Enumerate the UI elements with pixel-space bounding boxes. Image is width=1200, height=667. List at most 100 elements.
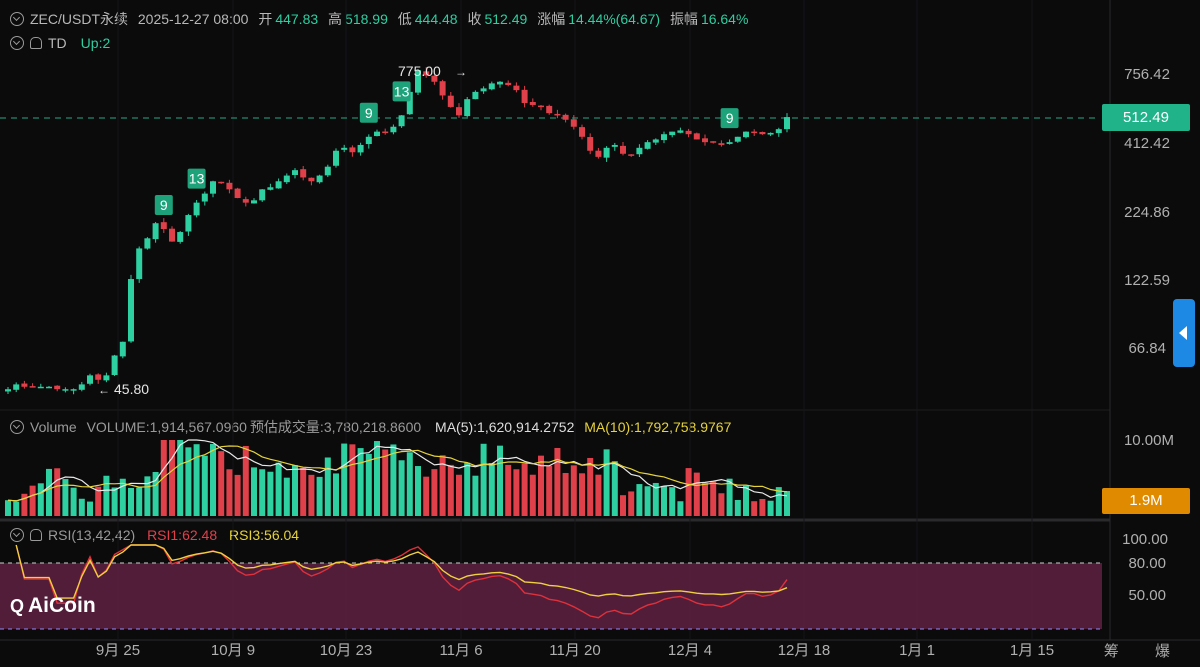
volume-bar bbox=[562, 472, 569, 516]
volume-bar bbox=[431, 469, 438, 516]
price-tick: 122.59 bbox=[1124, 272, 1170, 289]
vertical-grid bbox=[117, 0, 1033, 640]
volume-bar bbox=[439, 455, 446, 516]
volume-bar bbox=[538, 455, 544, 516]
candle-body bbox=[628, 154, 635, 156]
volume-bar bbox=[54, 468, 61, 516]
volume-bar bbox=[29, 485, 36, 516]
volume-bar bbox=[87, 501, 93, 516]
candle-body bbox=[579, 127, 585, 137]
candle-body bbox=[464, 99, 471, 117]
volume-bar bbox=[21, 493, 28, 516]
amp-label: 振幅 bbox=[669, 11, 698, 27]
volume-bar bbox=[13, 501, 20, 516]
candle-body bbox=[603, 147, 610, 158]
candle-body bbox=[644, 142, 651, 149]
candle-body bbox=[193, 202, 200, 216]
current-volume-tag: 1.9M bbox=[1102, 488, 1190, 514]
rsi-bell-icon[interactable] bbox=[30, 529, 42, 541]
date-tick: 11月 6 bbox=[439, 642, 482, 659]
td-collapse-icon[interactable] bbox=[10, 36, 24, 50]
volume-bar bbox=[111, 487, 118, 516]
volume-ma-lines bbox=[7, 439, 788, 502]
volume-bar bbox=[357, 448, 364, 516]
candle-body bbox=[661, 134, 667, 141]
candle-body bbox=[718, 143, 725, 145]
brand-logo: Q AiCoin bbox=[10, 594, 96, 617]
symbol[interactable]: ZEC/USDT永续 bbox=[30, 11, 128, 27]
candle-body bbox=[218, 181, 225, 184]
volume-bar bbox=[734, 499, 741, 516]
rsi-collapse-icon[interactable] bbox=[10, 528, 24, 542]
volume-bar bbox=[144, 476, 151, 516]
price-tick: 224.86 bbox=[1124, 204, 1170, 221]
current-price-tag: 512.49 bbox=[1102, 104, 1190, 131]
volume-bars bbox=[5, 440, 790, 516]
volume-ma-line bbox=[7, 445, 788, 502]
volume-header[interactable]: Volume VOLUME:1,914,567.0960 预估成交量:3,780,… bbox=[10, 417, 737, 437]
change-label: 涨幅 bbox=[537, 11, 566, 27]
date-tick: 10月 23 bbox=[320, 642, 373, 659]
candle-body bbox=[341, 147, 348, 150]
time-axis: 9月 25 10月 9 10月 23 11月 6 11月 20 12月 4 12… bbox=[96, 642, 1054, 659]
candle-body bbox=[554, 113, 561, 116]
corner-tools[interactable]: 筹 爆 bbox=[1103, 643, 1186, 660]
volume-bar bbox=[210, 443, 216, 516]
rsi-header[interactable]: RSI(13,42,42) RSI1:62.48 RSI3:56.04 bbox=[10, 527, 305, 543]
collapse-chevron-icon[interactable] bbox=[10, 12, 24, 26]
volume-bar bbox=[554, 447, 561, 516]
candle-body bbox=[300, 169, 307, 178]
volume-bar bbox=[382, 449, 389, 516]
price-tick: 412.42 bbox=[1124, 135, 1170, 152]
rsi-line bbox=[15, 544, 788, 599]
grid bbox=[0, 0, 1200, 641]
volume-bar bbox=[365, 453, 372, 516]
candle-body bbox=[677, 130, 684, 133]
volume-collapse-icon[interactable] bbox=[10, 420, 24, 434]
volume-bar bbox=[743, 485, 749, 516]
volume-bar bbox=[570, 465, 577, 516]
candle-body bbox=[95, 374, 102, 380]
td-count-text: 9 bbox=[160, 197, 168, 213]
candle-body bbox=[29, 386, 36, 388]
candle-body bbox=[595, 150, 602, 157]
td-count-text: 9 bbox=[365, 105, 373, 121]
candle-body bbox=[390, 126, 397, 133]
close-label: 收 bbox=[467, 11, 482, 27]
candle-body bbox=[267, 187, 274, 190]
candle-body bbox=[636, 147, 643, 155]
volume-bar bbox=[234, 474, 241, 516]
td-count-badge bbox=[720, 108, 739, 129]
candle-body bbox=[546, 105, 553, 114]
rsi-lines bbox=[15, 544, 788, 619]
candle-body bbox=[226, 182, 233, 190]
volume-bar bbox=[78, 498, 85, 516]
bell-icon[interactable] bbox=[30, 37, 42, 49]
volume-bar bbox=[710, 481, 717, 516]
volume-bar bbox=[497, 445, 503, 516]
volume-bar bbox=[521, 463, 528, 516]
volume-bar bbox=[644, 486, 651, 516]
rsi3-value: RSI3:56.04 bbox=[229, 527, 300, 543]
rsi1-value: RSI1:62.48 bbox=[147, 527, 218, 543]
high-label: 高 bbox=[328, 11, 343, 27]
candle-body bbox=[324, 166, 331, 176]
volume-bar bbox=[513, 469, 520, 516]
volume-estimate: 预估成交量:3,780,218.8600 bbox=[249, 419, 422, 435]
candle-body bbox=[87, 375, 93, 384]
candle-body bbox=[111, 355, 118, 376]
candle-body bbox=[5, 389, 11, 392]
price-axis: 756.42 412.42 224.86 122.59 66.84 bbox=[1124, 66, 1170, 357]
candle-body bbox=[751, 131, 758, 134]
candle-body bbox=[37, 386, 44, 389]
price-tick: 66.84 bbox=[1128, 340, 1166, 357]
collapse-panel-button[interactable] bbox=[1173, 299, 1195, 367]
rsi-zone bbox=[0, 563, 1102, 629]
td-indicator-header[interactable]: TD Up:2 bbox=[10, 35, 116, 51]
volume-bar bbox=[702, 482, 708, 516]
volume-bar bbox=[447, 464, 454, 516]
td-count-badge bbox=[154, 195, 173, 216]
volume-bar bbox=[472, 475, 479, 516]
volume-bar bbox=[693, 472, 700, 516]
